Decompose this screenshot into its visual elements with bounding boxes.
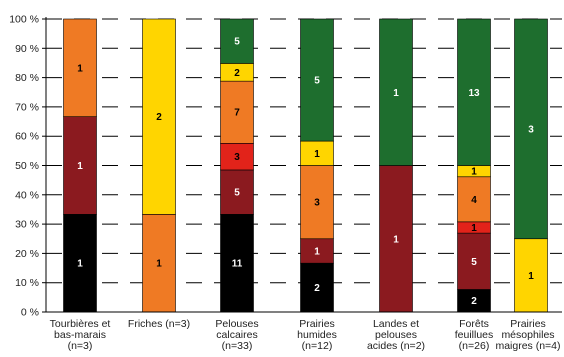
y-tick-labels: 0 % 10 % 20 % 30 % 40 % 50 % 60 % 70 % 80 % 90 % 1… [9,14,46,319]
y-tick-label: 20 % [15,248,39,260]
segment-label: 5 [471,257,477,268]
segment-label: 1 [528,271,534,282]
x-category-label: Landes et pelouses acides (n=2) [367,318,425,352]
segment-label: 4 [471,195,477,206]
bar-segment [63,18,97,117]
segment-label: 2 [314,283,320,294]
y-tick-label: 10 % [15,277,39,289]
segment-label: 1 [156,259,162,270]
bar-segment [220,169,254,215]
bar-segment [514,238,548,313]
bar-segment [379,18,413,166]
bar-segment [220,214,254,313]
bar-segment [63,116,97,215]
y-tick-label: 40 % [15,189,39,201]
segment-label: 5 [234,37,240,48]
segment-label: 1 [77,63,83,74]
bar-segment [300,140,334,166]
segment-label: 2 [471,296,477,307]
bar-segment [300,165,334,240]
segment-label: 1 [314,246,320,257]
segment-label: 1 [77,259,83,270]
y-tick-label: 0 % [21,307,39,319]
segment-label: 1 [314,149,320,160]
bar-segment [220,80,254,144]
y-tick-label: 90 % [15,43,39,55]
segment-label: 1 [471,223,477,234]
bar-segment [457,176,491,223]
bar-segment [300,238,334,264]
x-category-label: Prairies humides (n=12) [297,318,337,352]
bar-segment [220,143,254,171]
bar-segment [457,18,491,166]
segment-label: 1 [393,234,399,245]
axes [45,17,562,313]
segment-label: 3 [234,152,240,163]
x-category-label: Prairies mésophiles maigres (n=4) [495,318,560,352]
segment-label: 2 [156,112,162,123]
segment-label: 11 [232,259,243,270]
y-tick-label: 100 % [9,14,39,26]
bar-segment [142,214,176,313]
segment-label: 3 [528,124,534,135]
x-category-label: Friches (n=3) [128,318,190,330]
x-category-label: Tourbières et bas-marais (n=3) [50,318,111,352]
segment-label: 1 [471,167,477,178]
x-category-label: Forêts feuillues (n=26) [455,318,494,352]
segment-label: 3 [314,198,320,209]
segment-label: 5 [314,76,320,87]
y-tick-label: 60 % [15,131,39,143]
bar-segment [457,232,491,290]
segment-label: 1 [77,161,83,172]
segment-label: 7 [234,108,240,119]
segment-label: 5 [234,188,240,199]
bar-segment [220,18,254,64]
y-tick-label: 50 % [15,160,39,172]
segment-label: 13 [468,88,480,99]
y-tick-label: 30 % [15,219,39,231]
y-tick-label: 70 % [15,101,39,113]
bar-segment [142,18,176,215]
segment-label: 2 [234,68,240,79]
y-tick-label: 80 % [15,72,39,84]
bar-segment [514,18,548,240]
bar-segment [300,18,334,142]
x-category-label: Pelouses calcaires (n=33) [215,318,258,352]
x-category-labels: Tourbières et bas-marais (n=3) Friches (n=3… [50,318,561,352]
segment-label: 1 [393,88,399,99]
